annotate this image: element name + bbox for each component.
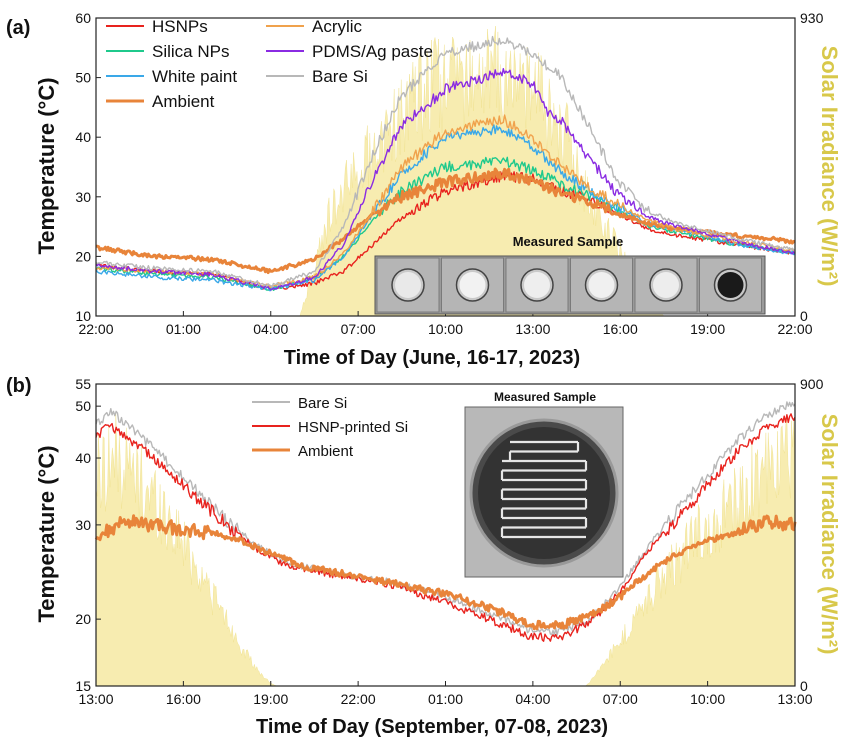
x-tick-label: 04:00 bbox=[253, 321, 288, 337]
series-line-ambient bbox=[94, 514, 797, 631]
y-tick-label: 20 bbox=[75, 248, 91, 264]
legend: HSNPs Silica NPs White paint Ambient Acrylic… bbox=[106, 17, 433, 111]
x-tick-label: 19:00 bbox=[253, 691, 288, 707]
sample-disc bbox=[653, 272, 679, 298]
y2-tick-label: 900 bbox=[800, 376, 824, 392]
x-tick-label: 07:00 bbox=[603, 691, 638, 707]
legend-label: Ambient bbox=[298, 443, 354, 460]
x-tick-label: 01:00 bbox=[166, 321, 201, 337]
sample-wafer-inset: Measured Sample bbox=[464, 390, 624, 578]
x-tick-label: 16:00 bbox=[603, 321, 638, 337]
sample-disc bbox=[588, 272, 615, 298]
x-tick-label: 22:00 bbox=[341, 691, 376, 707]
legend-label: PDMS/Ag paste bbox=[312, 42, 433, 61]
serpentine-pattern bbox=[500, 440, 588, 539]
sample-tile bbox=[441, 257, 504, 313]
sample-disc bbox=[459, 272, 486, 298]
y-tick-label: 50 bbox=[75, 70, 91, 86]
sample-disc bbox=[395, 272, 421, 298]
plot-frame bbox=[95, 17, 796, 317]
x-tick-label: 10:00 bbox=[690, 691, 725, 707]
wafer-inner bbox=[478, 427, 610, 559]
sample-disc bbox=[717, 272, 744, 298]
y-tick-label: 40 bbox=[75, 129, 91, 145]
legend-label: HSNPs bbox=[152, 17, 208, 36]
y-axis-title: Temperature (°C) bbox=[34, 445, 59, 622]
plot-frame bbox=[95, 383, 796, 687]
y-tick-label: 10 bbox=[75, 308, 91, 324]
y2-axis-title: Solar Irradiance (W/m²) bbox=[817, 46, 842, 287]
legend-label: Silica NPs bbox=[152, 42, 229, 61]
legend-label: White paint bbox=[152, 67, 237, 86]
series-line-acrylic bbox=[95, 114, 796, 289]
y-tick-label: 60 bbox=[75, 10, 91, 26]
legend-label: Bare Si bbox=[312, 67, 368, 86]
y-tick-label: 20 bbox=[75, 611, 91, 627]
x-tick-label: 13:00 bbox=[777, 691, 812, 707]
y2-tick-label: 930 bbox=[800, 10, 824, 26]
inset-title: Measured Sample bbox=[513, 234, 624, 249]
legend: Bare Si HSNP-printed Si Ambient bbox=[252, 395, 408, 460]
x-tick-label: 13:00 bbox=[78, 691, 113, 707]
x-tick-label: 22:00 bbox=[777, 321, 812, 337]
sample-photo-inset: Measured Sample bbox=[374, 234, 766, 315]
panel-b: 13:00 16:00 19:00 22:00 01:00 04:00 07:00 10:00… bbox=[6, 375, 842, 738]
legend-label: HSNP-printed Si bbox=[298, 419, 408, 436]
x-tick-label: 01:00 bbox=[428, 691, 463, 707]
series-line-ambient bbox=[95, 167, 796, 275]
y-tick-label: 30 bbox=[75, 517, 91, 533]
series-lines bbox=[94, 401, 797, 642]
x-tick-label: 13:00 bbox=[515, 321, 550, 337]
axis-ticks: 22:00 01:00 04:00 07:00 10:00 13:00 16:00 19:00… bbox=[75, 10, 823, 337]
legend-label: Bare Si bbox=[298, 395, 347, 412]
panel-label: (b) bbox=[6, 375, 32, 397]
y2-tick-label: 0 bbox=[800, 678, 808, 694]
y-tick-label: 50 bbox=[75, 398, 91, 414]
series-line-hsnp-printed-si bbox=[95, 413, 796, 642]
panel-a: 22:00 01:00 04:00 07:00 10:00 13:00 16:00 19:00… bbox=[6, 10, 842, 369]
series-line-pdms-ag-paste bbox=[95, 68, 796, 291]
axis-ticks: 13:00 16:00 19:00 22:00 01:00 04:00 07:00 10:00… bbox=[75, 376, 823, 707]
series-lines bbox=[95, 35, 796, 292]
x-tick-label: 22:00 bbox=[78, 321, 113, 337]
sample-disc bbox=[524, 272, 550, 298]
y-tick-label: 40 bbox=[75, 450, 91, 466]
series-line-bare-si bbox=[95, 35, 796, 288]
x-axis-title: Time of Day (September, 07-08, 2023) bbox=[256, 716, 608, 738]
x-tick-label: 19:00 bbox=[690, 321, 725, 337]
x-tick-label: 07:00 bbox=[341, 321, 376, 337]
x-tick-label: 04:00 bbox=[515, 691, 550, 707]
y-tick-label: 30 bbox=[75, 189, 91, 205]
panel-label: (a) bbox=[6, 17, 30, 39]
legend-label: Ambient bbox=[152, 92, 215, 111]
y2-tick-label: 0 bbox=[800, 308, 808, 324]
y-tick-label: 55 bbox=[75, 376, 91, 392]
y-tick-label: 15 bbox=[75, 678, 91, 694]
y2-axis-title: Solar Irradiance (W/m²) bbox=[817, 414, 842, 655]
x-tick-label: 10:00 bbox=[428, 321, 463, 337]
inset-title: Measured Sample bbox=[494, 390, 596, 404]
legend-label: Acrylic bbox=[312, 17, 363, 36]
y-axis-title: Temperature (°C) bbox=[34, 77, 59, 254]
x-tick-label: 16:00 bbox=[166, 691, 201, 707]
x-axis-title: Time of Day (June, 16-17, 2023) bbox=[284, 347, 580, 369]
